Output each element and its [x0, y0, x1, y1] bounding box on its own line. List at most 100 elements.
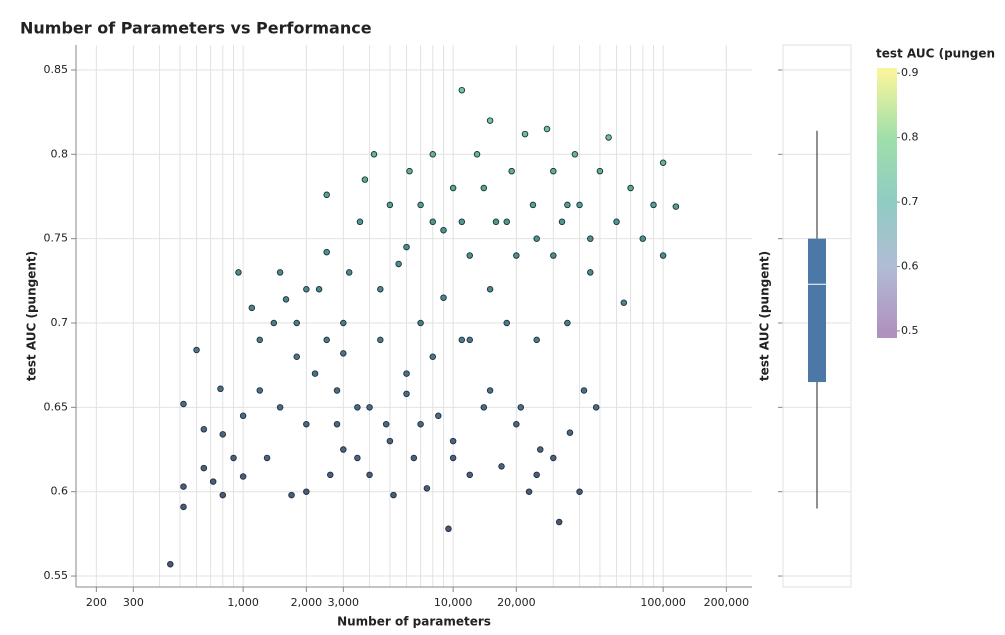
legend-title: test AUC (pungen — [876, 47, 995, 61]
point — [200, 426, 208, 433]
point — [550, 454, 557, 462]
point — [377, 336, 384, 344]
point — [576, 488, 583, 495]
point — [423, 485, 431, 492]
colorbar-label: 0.6 — [901, 259, 919, 272]
point — [555, 518, 563, 526]
point — [303, 420, 310, 428]
y-tick-label: 0.8 — [51, 147, 69, 160]
point — [370, 151, 378, 158]
point — [550, 252, 557, 259]
point — [486, 117, 494, 124]
point — [345, 269, 353, 276]
point — [435, 412, 442, 420]
point — [466, 471, 474, 479]
point — [377, 286, 384, 293]
point — [672, 203, 680, 210]
point — [440, 294, 447, 301]
x-tick-label: 20,000 — [497, 596, 536, 609]
box-panel-frame — [782, 44, 852, 588]
point — [639, 235, 647, 242]
colorbar-label: 0.8 — [901, 131, 919, 144]
point — [571, 151, 579, 158]
point — [513, 420, 520, 428]
point — [327, 471, 334, 479]
x-tick-label: 100,000 — [640, 596, 686, 609]
point — [200, 464, 208, 472]
point — [386, 201, 394, 209]
point — [592, 404, 600, 411]
point — [513, 252, 520, 259]
point — [340, 319, 347, 327]
point — [239, 412, 247, 420]
point — [406, 167, 413, 175]
y-axis-title: test AUC (pungent) — [25, 251, 39, 381]
point — [293, 319, 300, 327]
point — [566, 429, 574, 436]
point — [386, 437, 394, 445]
point — [508, 167, 515, 175]
point — [533, 235, 540, 242]
point — [429, 151, 437, 158]
point — [167, 560, 174, 568]
point — [180, 483, 187, 490]
x-tick-label: 300 — [123, 596, 144, 609]
point — [315, 286, 323, 293]
point — [613, 218, 620, 226]
point — [193, 346, 200, 354]
point — [219, 431, 227, 438]
point — [256, 336, 264, 344]
box — [808, 238, 826, 383]
point — [605, 134, 612, 141]
colorbar-label: 0.5 — [901, 324, 919, 337]
point — [492, 218, 500, 226]
point — [445, 525, 452, 533]
colorbar — [877, 68, 897, 338]
point — [627, 184, 634, 192]
point — [180, 400, 187, 408]
point — [390, 491, 397, 499]
point — [417, 201, 424, 209]
x-tick-label: 200 — [86, 596, 107, 609]
point — [480, 404, 488, 411]
point — [239, 473, 247, 480]
point — [410, 454, 418, 462]
chart-title: Number of Parameters vs Performance — [20, 19, 372, 38]
x-tick-label: 3,000 — [328, 596, 360, 609]
point — [429, 353, 437, 360]
point — [340, 350, 347, 357]
point — [449, 437, 457, 445]
point — [587, 235, 594, 242]
point — [486, 387, 494, 394]
point — [248, 304, 256, 312]
point — [659, 159, 667, 166]
point — [333, 387, 341, 394]
point — [429, 218, 437, 226]
point — [395, 260, 402, 268]
point — [473, 151, 481, 158]
point — [458, 218, 466, 226]
box-y-axis-title: test AUC (pungent) — [758, 251, 772, 381]
point — [587, 269, 594, 276]
point — [323, 336, 330, 344]
x-tick-label: 10,000 — [434, 596, 473, 609]
point — [276, 269, 284, 276]
point — [543, 125, 551, 133]
point — [517, 404, 525, 411]
point — [403, 243, 410, 251]
point — [533, 471, 540, 479]
point — [270, 319, 278, 327]
y-tick-label: 0.85 — [44, 63, 69, 76]
x-tick-label: 200,000 — [704, 596, 750, 609]
point — [525, 488, 533, 495]
point — [263, 454, 271, 462]
point — [449, 184, 457, 192]
point — [486, 286, 494, 293]
point — [230, 454, 237, 462]
point — [440, 226, 447, 234]
colorbar-label: 0.7 — [901, 195, 919, 208]
point — [503, 218, 510, 226]
point — [209, 478, 217, 485]
x-tick-label: 1,000 — [227, 596, 259, 609]
